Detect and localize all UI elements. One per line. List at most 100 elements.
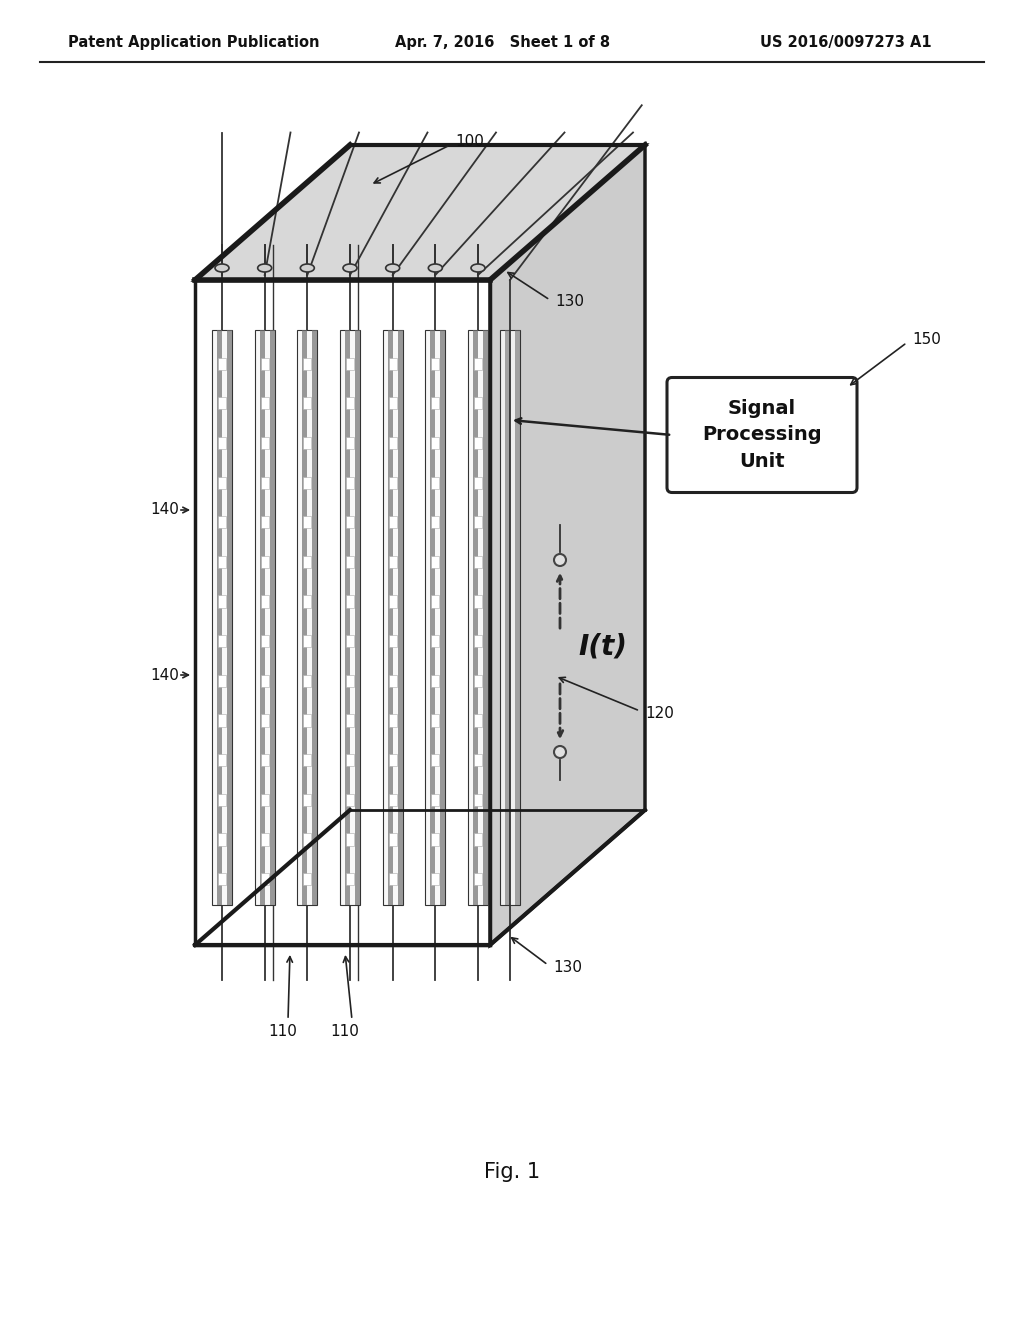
Bar [431,595,439,607]
Bar [430,330,435,906]
Bar [389,358,396,370]
Bar [217,330,222,906]
Text: Fig. 1: Fig. 1 [484,1162,540,1181]
Ellipse shape [471,264,485,272]
Bar [389,714,396,726]
Bar [474,516,482,528]
Text: 150: 150 [912,333,941,347]
Bar [218,714,226,726]
Bar [474,437,482,449]
Text: 110: 110 [330,1024,358,1040]
Bar [303,714,311,726]
Bar [389,397,396,409]
Text: I(t): I(t) [578,632,627,660]
Bar [218,556,226,568]
Bar [340,330,360,906]
Bar [261,595,268,607]
Bar [218,595,226,607]
Bar [303,675,311,686]
Bar [261,754,268,766]
Text: 130: 130 [555,294,584,309]
Bar [303,754,311,766]
Bar [389,675,396,686]
Bar [389,793,396,807]
Bar [346,873,354,886]
Bar [269,330,274,906]
Ellipse shape [554,746,566,758]
Bar [218,635,226,647]
Bar [227,330,232,906]
Ellipse shape [386,264,399,272]
Bar [218,358,226,370]
Bar [218,873,226,886]
Text: 140: 140 [150,668,179,682]
Text: 130: 130 [553,961,582,975]
Bar [474,635,482,647]
Bar [303,595,311,607]
Bar [389,873,396,886]
Bar [355,330,360,906]
Bar [346,595,354,607]
Bar [303,833,311,846]
Bar [218,516,226,528]
Bar [431,675,439,686]
Bar [303,516,311,528]
Bar [474,556,482,568]
FancyBboxPatch shape [667,378,857,492]
Bar [303,873,311,886]
Bar [431,833,439,846]
Text: Signal
Processing
Unit: Signal Processing Unit [702,399,822,471]
Bar [431,358,439,370]
Bar [346,516,354,528]
Text: US 2016/0097273 A1: US 2016/0097273 A1 [760,34,932,49]
Bar [346,437,354,449]
Bar [297,330,317,906]
Bar [261,635,268,647]
Bar [303,477,311,488]
Bar [388,330,392,906]
Bar [389,754,396,766]
Bar [389,516,396,528]
Bar [303,635,311,647]
Text: 100: 100 [455,135,484,149]
Bar [474,477,482,488]
Bar [389,833,396,846]
Bar [218,397,226,409]
Bar [255,330,274,906]
Bar [261,397,268,409]
Bar [303,556,311,568]
Bar [346,754,354,766]
Bar [218,793,226,807]
Bar [261,793,268,807]
Bar [431,793,439,807]
Ellipse shape [554,554,566,566]
Bar [346,556,354,568]
Bar [218,833,226,846]
Bar [389,437,396,449]
Bar [346,635,354,647]
Bar [474,754,482,766]
Bar [468,330,488,906]
Bar [302,330,307,906]
Bar [431,714,439,726]
Text: 140: 140 [150,503,179,517]
Bar [218,477,226,488]
Bar [218,437,226,449]
Bar [431,477,439,488]
Bar [346,714,354,726]
Bar [431,754,439,766]
Bar [440,330,445,906]
Bar [303,437,311,449]
Polygon shape [490,145,645,945]
Bar [473,330,478,906]
Bar [346,833,354,846]
Bar [474,358,482,370]
Text: 120: 120 [645,705,674,721]
Bar [218,675,226,686]
Bar [383,330,402,906]
Bar [389,595,396,607]
Text: Apr. 7, 2016   Sheet 1 of 8: Apr. 7, 2016 Sheet 1 of 8 [395,34,610,49]
Bar [474,595,482,607]
Bar [474,675,482,686]
Bar [425,330,445,906]
